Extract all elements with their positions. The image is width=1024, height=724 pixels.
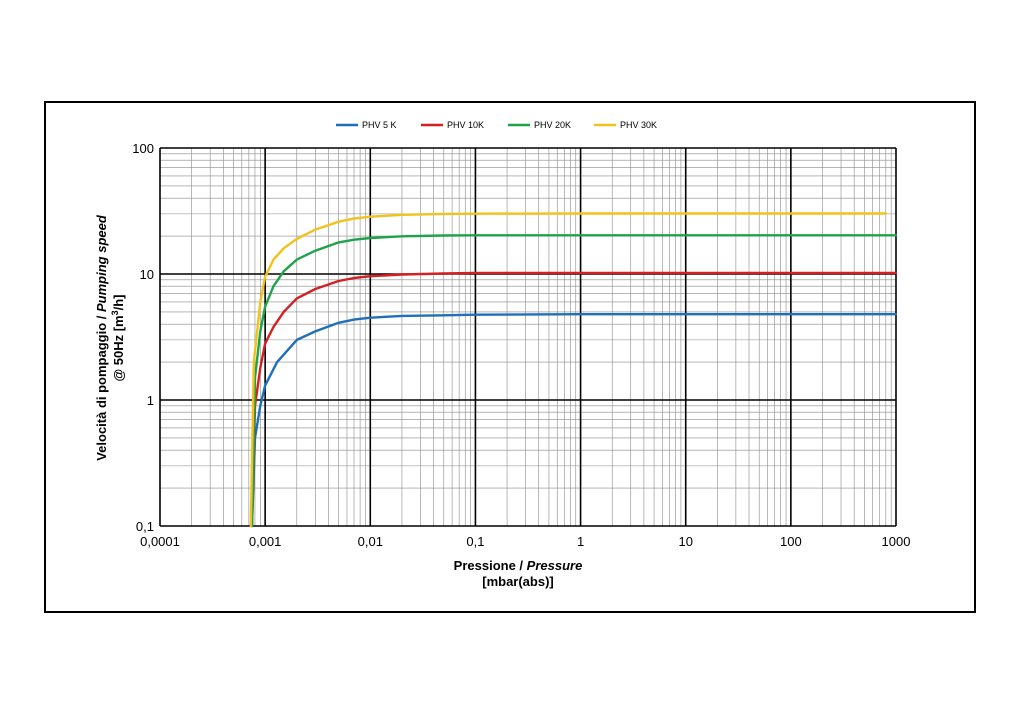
- major-grid: [159, 147, 897, 527]
- y-tick-label: 10: [140, 267, 154, 282]
- x-axis-title: Pressione / Pressure: [454, 558, 583, 573]
- x-tick-label: 0,001: [249, 534, 282, 549]
- series-line-phv-5-k: [250, 312, 898, 528]
- series-layer: [249, 212, 898, 528]
- legend-label: PHV 20K: [534, 120, 571, 130]
- y-axis-title: Velocità di pompaggio / Pumping speed @ …: [94, 214, 126, 461]
- series-line-phv-10k: [250, 271, 898, 528]
- x-tick-label: 0,1: [466, 534, 484, 549]
- y-tick-label: 100: [132, 141, 154, 156]
- legend-label: PHV 10K: [447, 120, 484, 130]
- x-tick-label: 1: [577, 534, 584, 549]
- y-tick-label: 1: [147, 393, 154, 408]
- x-tick-labels: 0,0001 0,001 0,01 0,1 1 10 100 1000: [140, 534, 910, 549]
- legend: PHV 5 K PHV 10K PHV 20K PHV 30K: [336, 120, 657, 130]
- x-tick-label: 1000: [882, 534, 911, 549]
- y-tick-label: 0,1: [136, 519, 154, 534]
- legend-label: PHV 5 K: [362, 120, 397, 130]
- series-line-phv-30k: [249, 212, 887, 528]
- x-tick-label: 0,0001: [140, 534, 180, 549]
- minor-grid: [160, 148, 896, 526]
- series-line-phv-20k: [250, 234, 898, 528]
- y-tick-labels: 0,1 1 10 100: [132, 141, 154, 534]
- x-axis-unit: [mbar(abs)]: [482, 574, 554, 589]
- x-tick-label: 10: [678, 534, 692, 549]
- chart-frame: 0,0001 0,001 0,01 0,1 1 10 100 1000 0,1 1 10 100 P…: [44, 101, 976, 613]
- x-tick-label: 100: [780, 534, 802, 549]
- legend-label: PHV 30K: [620, 120, 657, 130]
- x-tick-label: 0,01: [358, 534, 383, 549]
- pumping-speed-chart: 0,0001 0,001 0,01 0,1 1 10 100 1000 0,1 1 10 100 P…: [94, 120, 910, 589]
- y-axis-title-line1: Velocità di pompaggio / Pumping speed: [94, 214, 109, 461]
- y-axis-title-line2: @ 50Hz [m3/h]: [110, 294, 126, 381]
